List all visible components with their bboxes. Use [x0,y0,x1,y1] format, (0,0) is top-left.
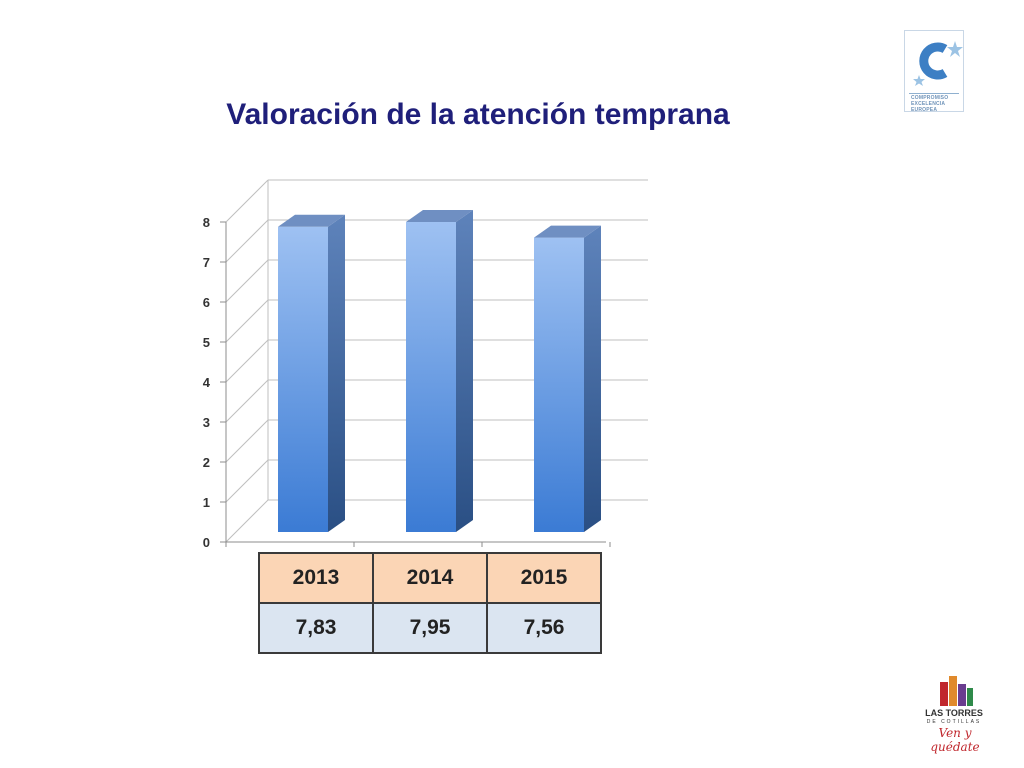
y-tick-label: 8 [203,215,210,230]
y-tick-label: 5 [203,335,210,350]
gridline-depth [225,379,269,423]
badge-divider [909,93,959,94]
badge-text-line: EXCELENCIA [911,101,946,107]
gridline-depth [225,179,269,223]
y-tick-label: 1 [203,495,210,510]
brand-name: LAS TORRES [925,708,983,718]
y-tick-label: 7 [203,255,210,270]
bar-top [278,214,345,227]
bar-side [328,214,345,533]
y-tick-label: 2 [203,455,210,470]
bar-side [584,225,601,532]
excellence-badge-icon [913,41,963,86]
y-tick-label: 6 [203,295,210,310]
brand-slogan: Ven y quédate [930,726,980,754]
towers-icon [940,676,973,706]
badge-text-line: EUROPEA [911,107,938,113]
values-table: 2013 2014 2015 7,83 7,95 7,56 [258,552,602,654]
bar-front [534,237,584,532]
page-title: Valoración de la atención temprana [226,98,730,131]
badge-text-line: COMPROMISO [911,95,949,101]
gridline-depth [225,499,269,543]
gridline-depth [225,459,269,503]
bar-side [456,210,473,532]
y-tick-label: 4 [203,375,211,390]
gridline-depth [225,299,269,343]
las-torres-logo: LAS TORRES DE COTILLAS Ven y quédate [918,672,990,754]
y-tick-label: 0 [203,535,210,550]
table-cell-value: 7,95 [372,602,488,654]
bar-top [534,225,601,238]
gridline-depth [225,339,269,383]
table-row: 7,83 7,95 7,56 [258,602,602,654]
bar-front [406,222,456,532]
table-cell-year: 2013 [258,552,374,604]
gridline-depth [225,419,269,463]
gridline-depth [225,259,269,303]
table-cell-value: 7,83 [258,602,374,654]
bar-top [406,210,473,222]
table-cell-value: 7,56 [486,602,602,654]
bar-front [278,226,328,533]
table-cell-year: 2014 [372,552,488,604]
y-tick-label: 3 [203,415,210,430]
gridline-depth [225,219,269,263]
brand-subtitle: DE COTILLAS [926,719,982,725]
table-cell-year: 2015 [486,552,602,604]
table-row: 2013 2014 2015 [258,552,602,604]
excellence-badge-logo: COMPROMISO EXCELENCIA EUROPEA [904,30,964,113]
